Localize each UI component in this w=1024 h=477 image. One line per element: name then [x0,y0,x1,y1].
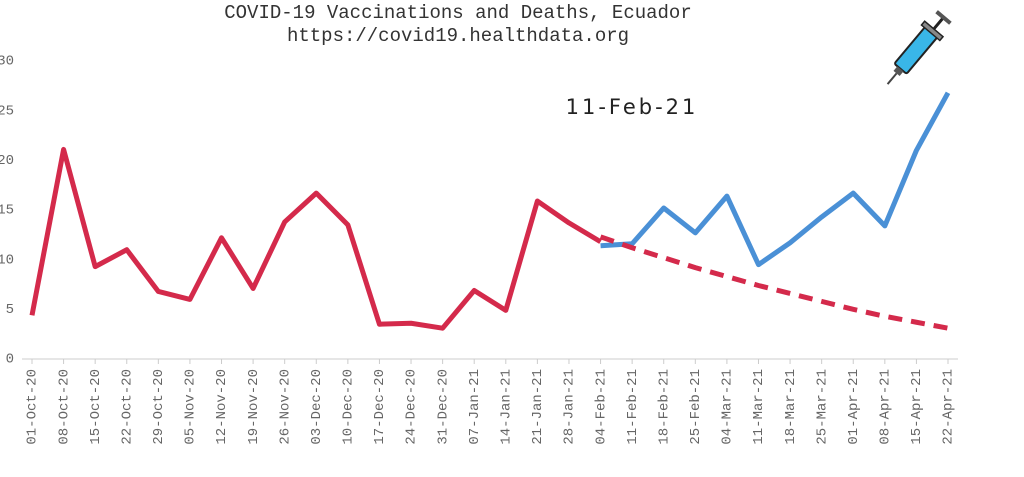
x-tick-label: 08-Oct-20 [56,369,72,445]
x-tick-label: 11-Mar-21 [751,369,767,445]
x-tick-label: 08-Apr-21 [878,369,894,445]
x-tick-label: 04-Feb-21 [593,369,609,445]
x-tick-label: 15-Oct-20 [88,369,104,445]
line-series [599,234,949,331]
x-tick-label: 18-Feb-21 [656,369,672,445]
x-tick-label: 01-Oct-20 [25,369,41,445]
x-tick-label: 22-Apr-21 [941,369,957,445]
x-tick-label: 11-Feb-21 [625,369,641,445]
x-tick-label: 22-Oct-20 [119,369,135,445]
x-tick-label: 14-Jan-21 [498,369,514,445]
y-tick-label: 5 [6,302,14,318]
x-tick-label: 17-Dec-20 [372,369,388,445]
x-tick-label: 21-Jan-21 [530,369,546,445]
x-tick-label: 15-Apr-21 [909,369,925,445]
y-tick-label: 10 [0,252,14,268]
chart-subtitle: https://covid19.healthdata.org [287,25,629,47]
x-tick-label: 07-Jan-21 [467,369,483,445]
syringe-icon [886,10,952,85]
x-tick-label: 05-Nov-20 [183,369,199,445]
x-tick-label: 26-Nov-20 [277,369,293,445]
y-tick-label: 25 [0,103,14,119]
x-tick-label: 18-Mar-21 [783,369,799,445]
x-tick-label: 25-Feb-21 [688,369,704,445]
x-tick-label: 31-Dec-20 [435,369,451,445]
x-tick-label: 12-Nov-20 [214,369,230,445]
x-tick-label: 04-Mar-21 [720,369,736,445]
chart-title: COVID-19 Vaccinations and Deaths, Ecuado… [224,2,691,24]
x-tick-label: 19-Nov-20 [246,369,262,445]
y-tick-label: 30 [0,54,14,70]
x-tick-label: 25-Mar-21 [814,369,830,445]
x-tick-label: 28-Jan-21 [562,369,578,445]
line-series [29,146,602,331]
line-series [600,91,951,268]
y-tick-label: 15 [0,203,14,219]
x-tick-label: 10-Dec-20 [341,369,357,445]
x-tick-label: 01-Apr-21 [846,369,862,445]
y-tick-label: 0 [6,352,14,368]
x-tick-label: 24-Dec-20 [404,369,420,445]
x-tick-label: 03-Dec-20 [309,369,325,445]
x-tick-label: 29-Oct-20 [151,369,167,445]
annotation: 11-Feb-21 [566,95,699,119]
y-tick-label: 20 [0,153,14,169]
